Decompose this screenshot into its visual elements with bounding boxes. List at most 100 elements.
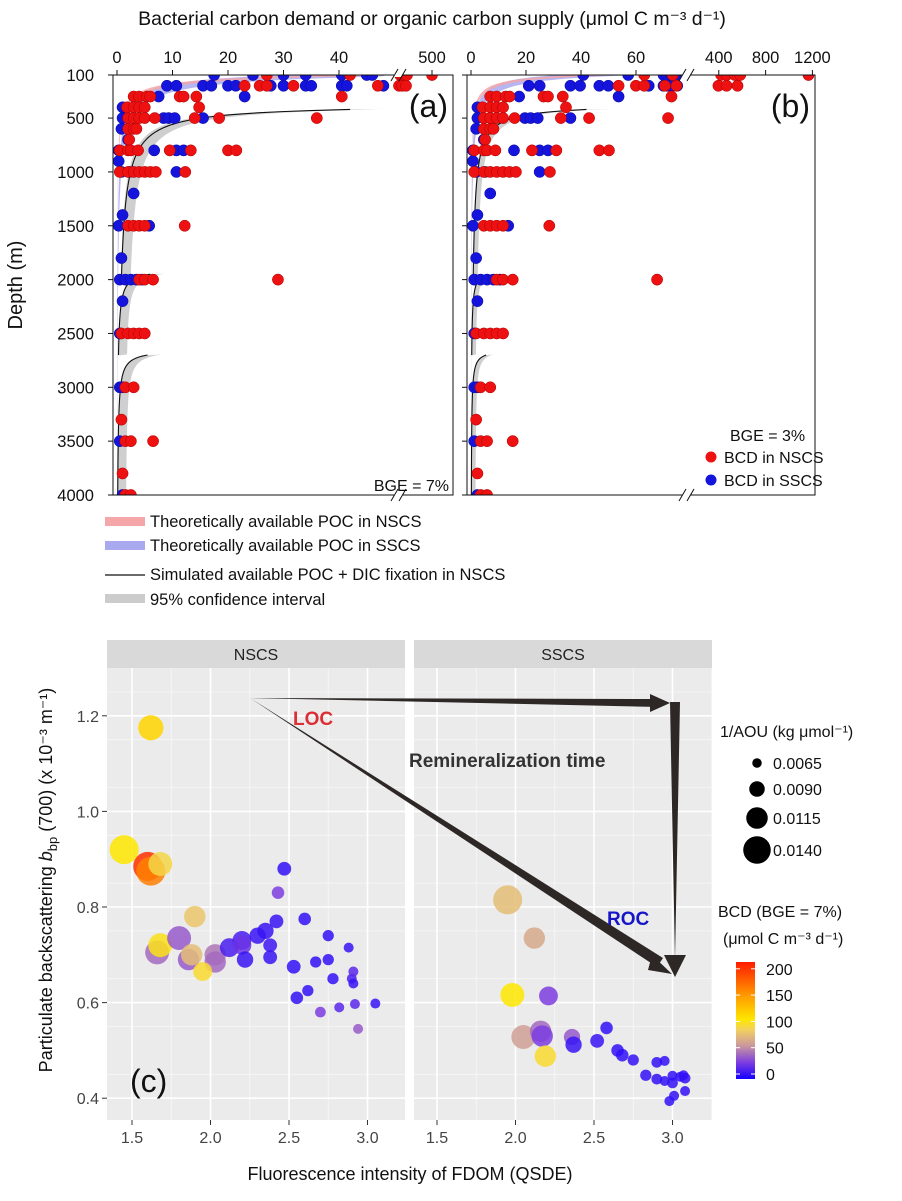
bcd-point-sscs (531, 112, 544, 124)
bubble-sscs (590, 1033, 605, 1048)
simulated-poc-line (471, 273, 488, 355)
bubble-sscs (667, 1070, 678, 1081)
bcd-point-nscs (138, 112, 151, 124)
legend-poc-sscs-label: Theoretically available POC in SSCS (150, 537, 421, 555)
bcd-point-nscs (130, 122, 143, 135)
bcd-point-nscs (544, 166, 556, 178)
bubble-nscs (310, 956, 322, 968)
loc-label: LOC (293, 709, 333, 730)
bcd-point-nscs (526, 144, 538, 157)
y-tick-label: 0.8 (77, 900, 99, 917)
y-title-subscript: bp (45, 837, 60, 851)
axis-break-gap (394, 73, 402, 77)
facet-sscs: 1.5 2.0 2.5 3.0 (414, 668, 713, 1147)
y-tick-label: 1.0 (77, 804, 99, 821)
bcd-point-nscs (272, 273, 284, 286)
bubble-sscs (615, 1048, 629, 1062)
bcd-point-sscs (168, 112, 181, 124)
bubble-nscs (370, 998, 381, 1009)
facet-nscs: 1.5 2.0 2.5 3.0 (107, 668, 405, 1147)
bubble-nscs (322, 953, 334, 966)
bcd-point-nscs (163, 144, 176, 157)
facet-label-sscs: SSCS (541, 647, 585, 664)
panel-a-label: (a) (409, 88, 448, 124)
x-tick-label: 10 (163, 49, 181, 67)
bcd-point-nscs (400, 79, 412, 92)
bubble-sscs (680, 1086, 691, 1097)
bubble-nscs (327, 973, 339, 985)
bcd-point-nscs (497, 219, 509, 232)
x-tick-label: 0 (112, 49, 121, 67)
bcd-point-sscs (612, 90, 625, 103)
bcd-point-nscs (184, 144, 197, 157)
size-legend-circle (743, 836, 771, 864)
facet-strip-nscs (107, 640, 405, 668)
bubble-nscs (349, 999, 360, 1010)
y-tick-label: 0.4 (77, 1091, 99, 1108)
confidence-interval-band (471, 273, 495, 356)
bcd-point-sscs (170, 79, 183, 92)
bcd-point-sscs (467, 219, 479, 232)
bubble-nscs (232, 935, 252, 955)
size-legend-label: 0.0090 (773, 782, 822, 799)
y-tick-label: 1000 (57, 164, 94, 182)
roc-label: ROC (607, 909, 650, 930)
y-tick-label: 1500 (57, 218, 94, 236)
bubble-sscs (627, 1054, 639, 1066)
panel-b: 0 20 40 60 400 800 1200 (462, 49, 831, 502)
x-tick-label: 2.5 (278, 1130, 300, 1147)
bcd-point-nscs (583, 112, 595, 124)
bcd-point-nscs (479, 133, 491, 146)
bubble-sscs (600, 1021, 613, 1035)
bcd-point-nscs (138, 327, 151, 340)
bcd-point-nscs (554, 112, 567, 124)
bubble-nscs (315, 1006, 326, 1018)
x-tick-label: 30 (274, 49, 292, 67)
size-legend: 0.0065 0.0090 0.0115 0.0140 (743, 756, 822, 864)
bcd-point-nscs (497, 101, 509, 114)
x-tick-label: 20 (517, 49, 535, 67)
panel-c-y-axis-title: Particulate backscattering bbp (700) (x … (36, 688, 60, 1073)
axis-break-gap (682, 73, 690, 77)
x-tick-label: 20 (219, 49, 237, 67)
facet-label-nscs: NSCS (234, 647, 278, 664)
axis-break-mark (398, 68, 407, 82)
legend-poc-nscs-swatch (105, 517, 145, 526)
color-tick-label: 50 (766, 1041, 784, 1058)
y-tick-label: 100 (66, 67, 94, 85)
y-tick-label: 500 (66, 110, 94, 128)
bubble-nscs (193, 962, 213, 981)
legend-simulated-label: Simulated available POC + DIC fixation i… (150, 566, 505, 584)
bubble-nscs (138, 715, 164, 741)
size-legend-label: 0.0140 (773, 843, 822, 860)
bcd-point-sscs (471, 209, 484, 221)
x-tick-label: 2.5 (583, 1130, 605, 1147)
size-legend-label: 0.0115 (773, 811, 821, 828)
bubble-sscs (493, 885, 523, 915)
remin-arrowhead (648, 955, 672, 974)
bubble-sscs (511, 1025, 536, 1049)
roc-arrow-shaft (670, 702, 680, 960)
bubble-nscs (180, 944, 203, 966)
bcd-point-nscs (123, 133, 136, 146)
bcd-point-nscs (261, 79, 273, 92)
y-title-part2: (700) (x 10⁻³ m⁻¹) (36, 688, 56, 837)
loc-arrow-shaft (250, 698, 660, 707)
x-tick-label: 1200 (794, 49, 831, 67)
remin-arrow-shaft (250, 698, 663, 967)
y-tick-label: 3500 (57, 433, 94, 451)
bcd-point-nscs (335, 90, 348, 103)
remineralization-label: Remineralization time (409, 751, 605, 772)
bubble-nscs (348, 966, 359, 977)
x-tick-label: 2.0 (199, 1130, 221, 1147)
top-axis-title: Bacterial carbon demand or organic carbo… (138, 8, 726, 30)
size-legend-circle (746, 807, 768, 829)
facet-strip-sscs (414, 640, 712, 668)
color-bar (736, 962, 755, 1079)
bcd-point-nscs (148, 112, 161, 124)
bcd-point-nscs (560, 101, 572, 114)
bcd-point-nscs (190, 90, 203, 103)
bcd-point-nscs (484, 381, 497, 394)
bcd-point-nscs (178, 219, 191, 232)
panel-b-legend: BCD in NSCS BCD in SSCS (705, 450, 824, 490)
